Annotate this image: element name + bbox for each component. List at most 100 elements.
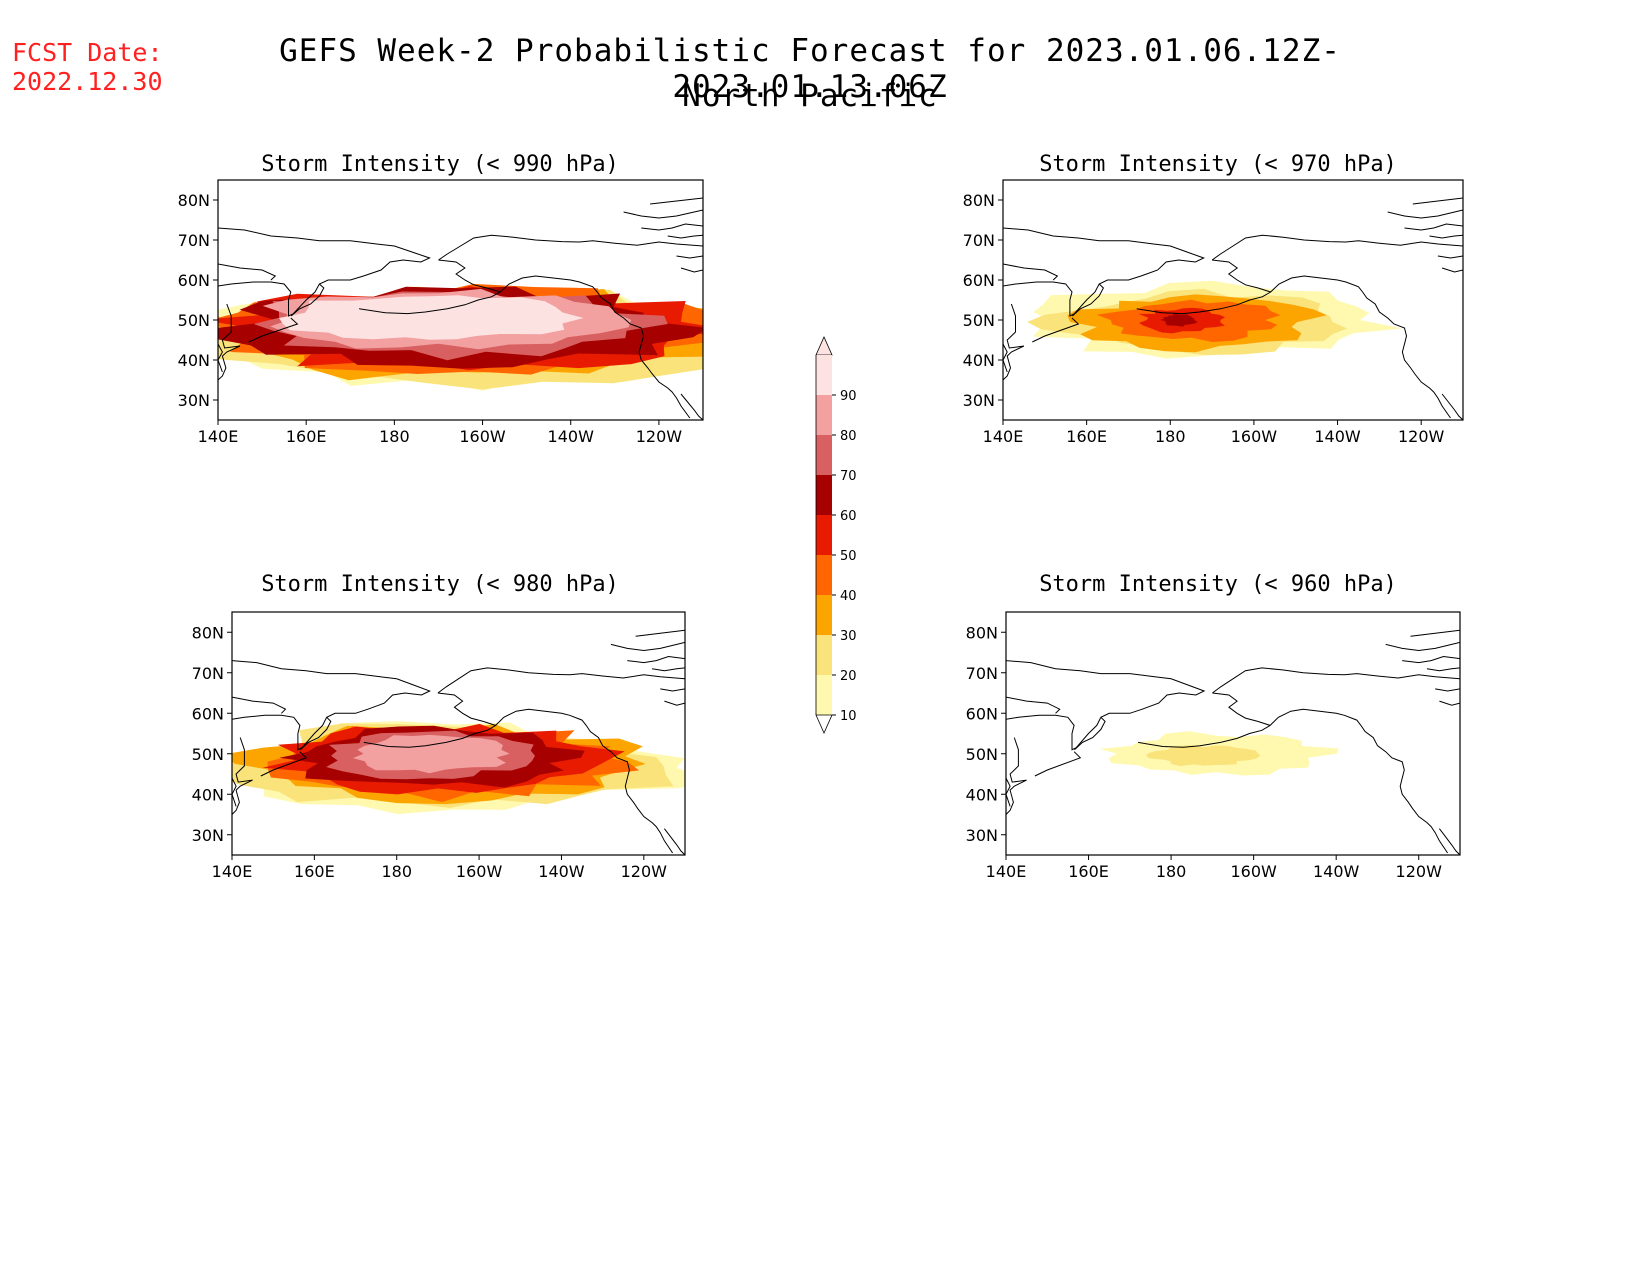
colorbar-swatch	[816, 355, 832, 395]
coastline	[1402, 655, 1460, 664]
coastline	[1138, 724, 1271, 748]
lon-tick-label: 140W	[538, 862, 585, 881]
map-panel-970: Storm Intensity (< 970 hPa) 140E 160E 180 1…	[918, 140, 1518, 520]
probability-field	[1099, 731, 1339, 776]
coastline	[1006, 777, 1011, 807]
coastline	[300, 716, 332, 751]
coastline	[1136, 291, 1271, 315]
colorbar-swatch	[816, 675, 832, 715]
lat-tick-label: 60N	[178, 271, 210, 290]
coastline	[667, 234, 703, 239]
lon-tick-label: 160E	[294, 862, 335, 881]
page-subtitle: North Pacific	[682, 78, 938, 114]
colorbar-level-label: 40	[840, 589, 857, 604]
lat-tick-label: 40N	[178, 351, 210, 370]
lat-tick-label: 30N	[963, 391, 995, 410]
coastline	[1212, 259, 1451, 419]
lat-tick-label: 30N	[192, 826, 224, 845]
probability-field	[1027, 280, 1403, 359]
lat-tick-label: 80N	[963, 191, 995, 210]
coastline	[1006, 660, 1206, 751]
map-frame	[217, 179, 704, 421]
colorbar-swatch	[816, 435, 832, 475]
probability-field	[218, 283, 703, 391]
panel-title: Storm Intensity (< 960 hPa)	[1039, 572, 1397, 597]
coastline	[232, 660, 431, 751]
coastline	[1032, 317, 1080, 343]
lat-tick-label: 70N	[192, 664, 224, 683]
map-frame	[231, 611, 686, 856]
lat-tick-label: 60N	[963, 271, 995, 290]
probability-contour-60	[1160, 313, 1198, 327]
lon-tick-label: 120W	[1396, 862, 1443, 881]
map-frame	[1002, 179, 1464, 421]
lat-tick-label: 70N	[966, 664, 998, 683]
coastline	[1006, 696, 1061, 714]
lon-tick-label: 140E	[986, 862, 1027, 881]
probability-contour-20	[1146, 745, 1261, 766]
colorbar-level-label: 20	[840, 669, 857, 684]
coastline	[437, 692, 674, 854]
coastline	[1034, 751, 1082, 777]
colorbar-level-label: 90	[840, 389, 857, 404]
lon-tick-label: 160W	[456, 862, 503, 881]
coastline	[218, 303, 241, 381]
coastline	[218, 263, 277, 281]
lon-tick-label: 140W	[1314, 427, 1361, 446]
coastline	[1003, 263, 1059, 281]
lat-tick-label: 30N	[966, 826, 998, 845]
lon-tick-label: 160E	[1068, 862, 1109, 881]
lon-tick-label: 160W	[1230, 862, 1277, 881]
lon-tick-label: 120W	[621, 862, 668, 881]
colorbar-level-label: 50	[840, 549, 857, 564]
map-990: 140E 160E 180 160W 140W 120W 80N 70N 60N 50N 40N 30…	[178, 179, 704, 446]
coastline	[438, 234, 703, 261]
map-panel-980: Storm Intensity (< 980 hPa) 140E 160E 180 1…	[140, 560, 740, 940]
lon-tick-label: 160E	[286, 427, 327, 446]
coastline	[610, 641, 685, 652]
colorbar-swatch	[816, 515, 832, 555]
panel-title: Storm Intensity (< 970 hPa)	[1039, 152, 1397, 177]
coastline	[437, 667, 685, 694]
map-960: 140E 160E 180 160W 140W 120W 80N 70N 60N 50N 40N 30…	[966, 611, 1461, 881]
coastline	[1003, 303, 1025, 381]
coastline	[363, 724, 496, 748]
coastline	[232, 777, 237, 807]
page-title: GEFS Week-2 Probabilistic Forecast for 2…	[279, 33, 1341, 105]
coastline	[1429, 234, 1463, 239]
lat-tick-label: 80N	[178, 191, 210, 210]
lon-tick-label: 140W	[1313, 862, 1360, 881]
lat-tick-label: 70N	[963, 231, 995, 250]
colorbar-swatch	[816, 635, 832, 675]
lat-tick-label: 40N	[963, 351, 995, 370]
coastline	[1211, 234, 1463, 261]
lon-tick-label: 140E	[983, 427, 1024, 446]
lon-tick-label: 160E	[1066, 427, 1107, 446]
lon-tick-label: 160W	[1231, 427, 1278, 446]
coastline	[641, 223, 703, 231]
coastline	[1006, 737, 1027, 815]
coastlines	[1003, 197, 1463, 420]
coastline	[1385, 641, 1460, 652]
lon-tick-label: 140W	[548, 427, 595, 446]
colorbar-level-label: 30	[840, 629, 857, 644]
coastline	[652, 667, 685, 672]
map-panel-960: Storm Intensity (< 960 hPa) 140E 160E 180 1…	[918, 560, 1518, 940]
coastline	[1212, 692, 1449, 854]
coastline	[1212, 667, 1460, 694]
coastline	[1439, 700, 1460, 706]
coastline	[260, 751, 308, 777]
lon-tick-label: 140E	[198, 427, 239, 446]
lon-tick-label: 180	[1156, 862, 1187, 881]
coastlines	[1006, 629, 1460, 855]
coastline	[664, 828, 685, 855]
coastline	[650, 197, 703, 205]
lat-tick-label: 40N	[192, 785, 224, 804]
coastline	[635, 629, 685, 637]
map-panel-990: Storm Intensity (< 990 hPa) 140E 160E 180 1…	[140, 140, 740, 520]
panel-title: Storm Intensity (< 990 hPa)	[261, 152, 619, 177]
coastline	[627, 655, 685, 664]
lat-tick-label: 60N	[192, 704, 224, 723]
colorbar-swatch	[816, 555, 832, 595]
lat-tick-label: 60N	[966, 704, 998, 723]
